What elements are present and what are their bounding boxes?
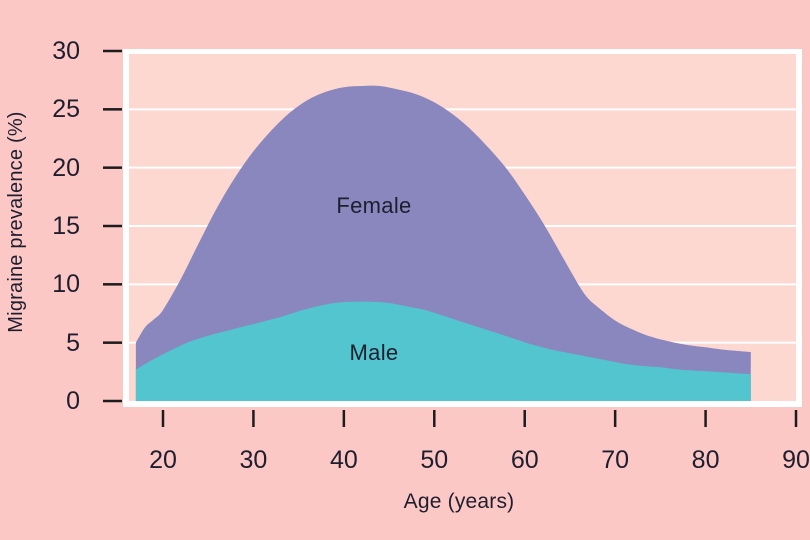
x-tick-mark bbox=[613, 410, 617, 427]
x-tick-mark bbox=[794, 410, 798, 427]
y-tick-mark bbox=[103, 108, 122, 111]
y-tick-label: 5 bbox=[66, 328, 80, 357]
x-tick-label: 70 bbox=[601, 446, 630, 474]
male-series-label: Male bbox=[349, 340, 399, 365]
y-tick-mark bbox=[103, 49, 122, 53]
y-tick-mark bbox=[103, 166, 122, 169]
x-tick-label: 60 bbox=[510, 446, 539, 474]
y-tick-label: 25 bbox=[52, 95, 80, 124]
x-tick-mark bbox=[342, 410, 346, 427]
x-axis-line bbox=[123, 401, 802, 407]
y-tick-label: 0 bbox=[66, 387, 80, 415]
x-tick-mark bbox=[704, 410, 707, 427]
y-tick-mark bbox=[103, 283, 122, 286]
y-tick-mark bbox=[103, 224, 122, 228]
y-tick-label: 20 bbox=[52, 153, 80, 182]
y-tick-mark bbox=[103, 341, 122, 344]
x-tick-label: 90 bbox=[782, 446, 810, 474]
x-tick-mark bbox=[252, 410, 255, 427]
x-tick-mark bbox=[161, 410, 165, 427]
x-tick-mark bbox=[433, 410, 436, 427]
plot-border-top bbox=[123, 49, 802, 54]
x-axis-title: Age (years) bbox=[403, 490, 515, 513]
x-tick-label: 40 bbox=[329, 446, 358, 474]
y-axis-title: Migraine prevalence (%) bbox=[5, 111, 27, 333]
x-tick-label: 80 bbox=[691, 446, 720, 474]
y-axis-line bbox=[123, 49, 129, 407]
female-series-label: Female bbox=[336, 193, 412, 218]
y-tick-label: 15 bbox=[52, 212, 80, 240]
y-tick-label: 30 bbox=[52, 37, 80, 65]
y-tick-label: 10 bbox=[52, 270, 80, 299]
x-tick-mark bbox=[523, 410, 526, 427]
x-tick-label: 50 bbox=[420, 446, 449, 474]
male-area bbox=[135, 301, 751, 403]
y-tick-mark bbox=[103, 399, 122, 403]
x-tick-label: 20 bbox=[149, 446, 177, 474]
plot-border-right bbox=[796, 49, 802, 407]
x-tick-label: 30 bbox=[239, 446, 268, 474]
